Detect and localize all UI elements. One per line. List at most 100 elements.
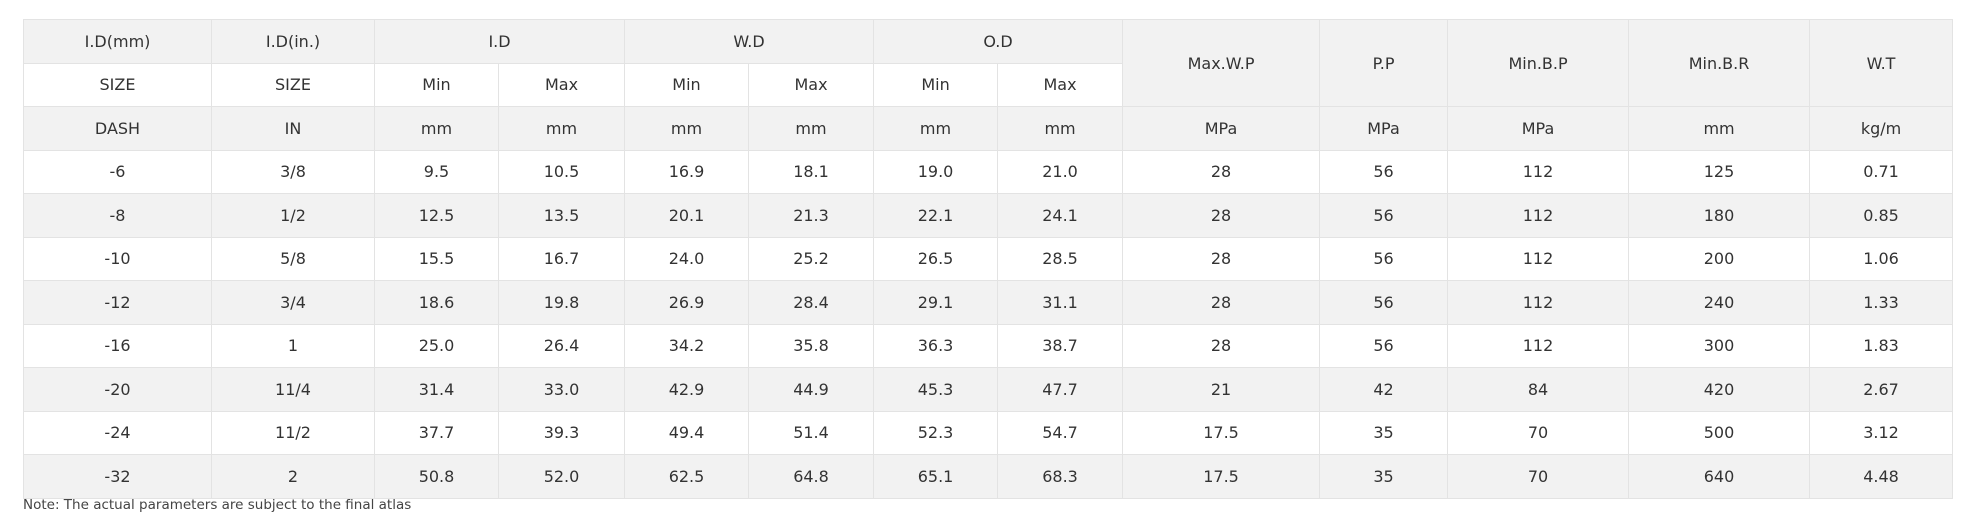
data-cell: 19.0 (873, 149, 999, 194)
data-cell: 31.1 (997, 280, 1124, 325)
table-row: -16 1 25.0 26.4 34.2 35.8 36.3 38.7 28 56 112 300 1.… (23, 323, 1954, 368)
table-row: -20 11/4 31.4 33.0 42.9 44.9 45.3 47.7 21 42 84 420… (23, 367, 1954, 412)
data-cell: 44.9 (747, 367, 875, 412)
table-row: I.D(mm) I.D(in.) I.D W.D O.D Max.W.P P.P Min.B.… (23, 19, 1954, 107)
unit-cell: mm (624, 106, 749, 151)
data-cell: -6 (23, 149, 212, 194)
data-cell: 39.3 (498, 410, 625, 455)
data-cell: 1 (211, 323, 375, 368)
data-cell: 16.9 (624, 149, 749, 194)
data-cell: 28 (1122, 280, 1321, 325)
data-cell: 10.5 (498, 149, 625, 194)
data-cell: 112 (1447, 236, 1630, 281)
data-cell: 49.4 (624, 410, 749, 455)
data-cell: 35.8 (747, 323, 875, 368)
data-cell: 11/2 (211, 410, 375, 455)
data-cell: 31.4 (374, 367, 499, 412)
data-cell: 45.3 (873, 367, 999, 412)
unit-cell: MPa (1319, 106, 1449, 151)
header-cell: Min (873, 62, 999, 107)
table-row: -10 5/8 15.5 16.7 24.0 25.2 26.5 28.5 28 56 112 200… (23, 236, 1954, 281)
header-cell: SIZE (23, 62, 212, 107)
unit-cell: MPa (1447, 106, 1630, 151)
header-cell: P.P (1319, 19, 1449, 107)
data-cell: 240 (1628, 280, 1811, 325)
header-cell: W.T (1809, 19, 1954, 107)
data-cell: 28 (1122, 236, 1321, 281)
data-cell: 300 (1628, 323, 1811, 368)
unit-cell: mm (498, 106, 625, 151)
data-cell: -8 (23, 193, 212, 238)
header-cell: O.D (873, 19, 1124, 64)
data-cell: -24 (23, 410, 212, 455)
data-cell: 52.3 (873, 410, 999, 455)
data-cell: 54.7 (997, 410, 1124, 455)
data-cell: 12.5 (374, 193, 499, 238)
data-cell: -10 (23, 236, 212, 281)
data-cell: 21.3 (747, 193, 875, 238)
header-cell: Min.B.R (1628, 19, 1811, 107)
unit-cell: IN (211, 106, 375, 151)
header-cell: W.D (623, 19, 875, 64)
data-cell: 51.4 (747, 410, 875, 455)
table-row: SIZE SIZE Min Max Min Max Min Max (23, 62, 1953, 107)
header-cell: I.D(mm) (23, 19, 212, 64)
data-cell: 5/8 (211, 236, 375, 281)
data-cell: 28 (1122, 149, 1321, 194)
data-cell: 56 (1319, 193, 1449, 238)
table-row: -32 2 50.8 52.0 62.5 64.8 65.1 68.3 17.5 35 70 640 4… (23, 454, 1954, 499)
header-cell: I.D (374, 19, 625, 64)
data-cell: 112 (1447, 149, 1630, 194)
table-row: -24 11/2 37.7 39.3 49.4 51.4 52.3 54.7 17.5 35 70 5… (23, 410, 1954, 455)
header-cell: Min (374, 62, 499, 107)
data-cell: 28.4 (747, 280, 875, 325)
data-cell: 640 (1628, 454, 1811, 499)
data-cell: 56 (1319, 236, 1449, 281)
data-cell: 42.9 (624, 367, 749, 412)
data-cell: 1.33 (1809, 280, 1954, 325)
data-cell: 1/2 (211, 193, 375, 238)
data-cell: 28 (1122, 323, 1321, 368)
unit-cell: mm (374, 106, 499, 151)
data-cell: 52.0 (498, 454, 625, 499)
data-cell: 65.1 (873, 454, 999, 499)
unit-cell: mm (873, 106, 999, 151)
data-cell: 84 (1447, 367, 1630, 412)
data-cell: 42 (1319, 367, 1449, 412)
data-cell: 3.12 (1809, 410, 1954, 455)
data-cell: 28 (1122, 193, 1321, 238)
data-cell: 1.83 (1809, 323, 1954, 368)
data-cell: -16 (23, 323, 212, 368)
data-cell: 500 (1628, 410, 1811, 455)
data-cell: 2.67 (1809, 367, 1954, 412)
data-cell: 26.4 (498, 323, 625, 368)
data-cell: 24.0 (624, 236, 749, 281)
header-cell: SIZE (211, 62, 375, 107)
data-cell: 56 (1319, 323, 1449, 368)
data-cell: 26.5 (873, 236, 999, 281)
data-cell: 17.5 (1122, 410, 1321, 455)
data-cell: 16.7 (498, 236, 625, 281)
unit-cell: mm (1628, 106, 1811, 151)
unit-cell: mm (997, 106, 1124, 151)
data-cell: 37.7 (374, 410, 499, 455)
data-cell: 200 (1628, 236, 1811, 281)
data-cell: 24.1 (997, 193, 1124, 238)
data-cell: 70 (1447, 410, 1630, 455)
data-cell: 36.3 (873, 323, 999, 368)
data-cell: 35 (1319, 454, 1449, 499)
data-cell: 180 (1628, 193, 1811, 238)
data-cell: 125 (1628, 149, 1811, 194)
data-cell: 1.06 (1809, 236, 1954, 281)
data-cell: 28.5 (997, 236, 1124, 281)
data-cell: 11/4 (211, 367, 375, 412)
data-cell: 2 (211, 454, 375, 499)
data-cell: 29.1 (873, 280, 999, 325)
data-cell: 68.3 (997, 454, 1124, 499)
data-cell: 21 (1122, 367, 1321, 412)
data-cell: 62.5 (624, 454, 749, 499)
table-row: -8 1/2 12.5 13.5 20.1 21.3 22.1 24.1 28 56 112 180 0… (23, 193, 1954, 238)
data-cell: 3/4 (211, 280, 375, 325)
data-cell: 26.9 (624, 280, 749, 325)
